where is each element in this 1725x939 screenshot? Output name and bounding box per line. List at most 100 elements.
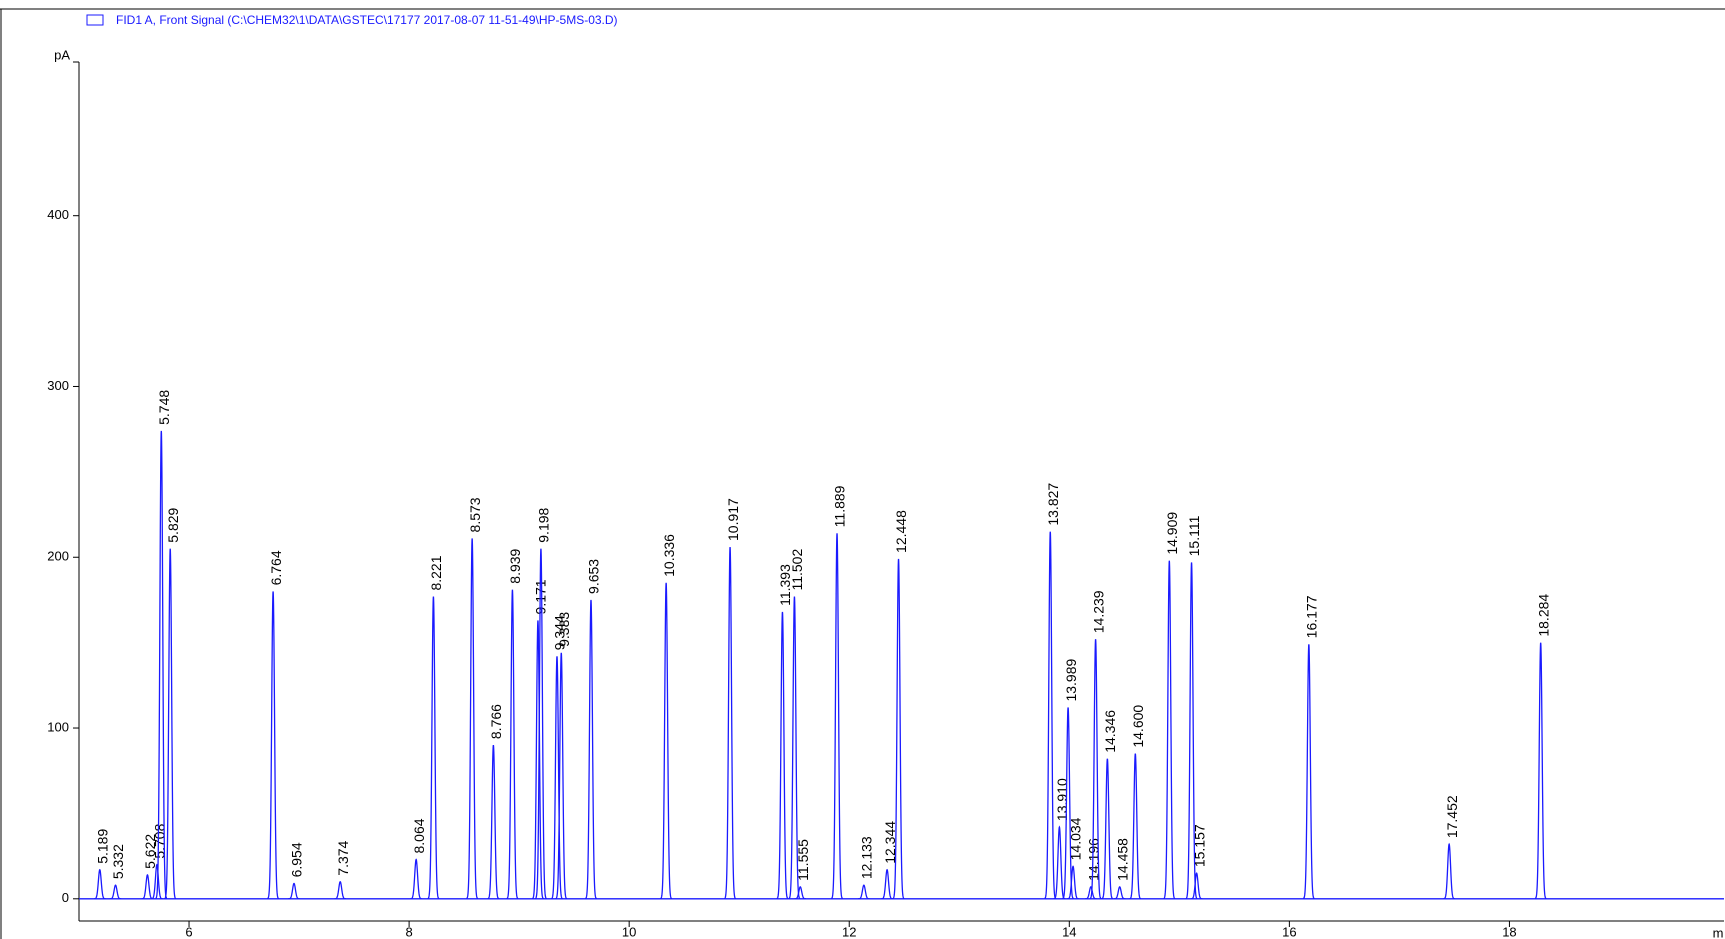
peak-label: 18.284	[1535, 594, 1551, 637]
peak-label: 12.344	[882, 821, 898, 864]
peak	[1302, 644, 1315, 900]
peak	[1053, 825, 1066, 900]
y-tick-label: 400	[47, 207, 69, 222]
x-tick-label: 16	[1282, 924, 1296, 939]
peak-label: 12.448	[893, 510, 909, 553]
peak-label: 5.829	[165, 507, 181, 542]
peak-label: 5.622	[142, 834, 158, 869]
x-tick-label: 14	[1062, 924, 1076, 939]
legend-text: FID1 A, Front Signal (C:\CHEM32\1\DATA\G…	[116, 13, 618, 27]
peak-label: 11.555	[795, 839, 811, 881]
peak-label: 9.383	[556, 612, 572, 647]
legend-swatch	[86, 14, 104, 26]
peak	[1085, 886, 1097, 900]
peak-label: 9.653	[586, 559, 602, 594]
peak	[788, 596, 801, 900]
peak	[427, 596, 440, 900]
peak-label: 13.910	[1054, 778, 1070, 821]
peak	[1044, 531, 1057, 900]
peak-label: 8.221	[428, 555, 444, 590]
x-tick-label: 10	[622, 924, 636, 939]
peak-label: 5.332	[110, 844, 126, 879]
peak-label: 13.827	[1045, 483, 1061, 526]
y-tick-label: 100	[47, 719, 69, 734]
peak-label: 9.198	[536, 507, 552, 542]
peak	[1190, 872, 1203, 900]
peak	[892, 558, 905, 900]
peak	[534, 548, 547, 900]
peak-label: 14.034	[1068, 817, 1084, 860]
peak	[155, 430, 168, 900]
peak	[1113, 886, 1126, 900]
peak	[1185, 562, 1198, 900]
peak	[1534, 642, 1547, 900]
peak	[288, 882, 300, 900]
peak	[858, 884, 870, 900]
peak-label: 16.177	[1304, 595, 1320, 638]
peak-label: 15.111	[1186, 515, 1202, 556]
peak-label: 10.917	[725, 498, 741, 541]
peak-label: 5.189	[94, 829, 110, 864]
peak	[1443, 842, 1455, 900]
peak	[1067, 865, 1079, 900]
peak-label: 8.573	[467, 497, 483, 532]
y-tick-label: 300	[47, 378, 69, 393]
peak-label: 12.133	[859, 836, 875, 879]
x-tick-label: 18	[1502, 924, 1516, 939]
peak-label: 5.708	[152, 823, 168, 858]
peak	[881, 868, 893, 900]
peak	[551, 656, 563, 900]
peak-label: 10.336	[661, 534, 677, 577]
peak	[164, 548, 177, 900]
peak-label: 6.954	[289, 842, 305, 877]
peak-label: 17.452	[1444, 795, 1460, 838]
x-axis-label: m	[1713, 925, 1724, 939]
peak-label: 6.764	[268, 550, 284, 585]
x-tick-label: 6	[185, 924, 192, 939]
peak	[334, 880, 346, 900]
peak-label: 11.889	[832, 485, 848, 527]
peak-label: 11.502	[789, 549, 805, 591]
peak	[1062, 707, 1074, 900]
peak-label: 9.344	[552, 615, 568, 650]
y-tick-label: 0	[62, 890, 69, 905]
peak-label: 14.909	[1164, 512, 1180, 555]
peak-label: 8.939	[507, 548, 523, 583]
peak	[1089, 639, 1102, 900]
peak	[410, 858, 422, 900]
peak	[585, 599, 597, 900]
peak-label: 14.239	[1090, 590, 1106, 633]
peak	[1163, 560, 1176, 900]
peak	[1129, 753, 1142, 900]
x-tick-label: 8	[405, 924, 412, 939]
peak	[776, 611, 789, 900]
peak	[831, 533, 843, 900]
peak	[151, 863, 163, 900]
peak	[532, 620, 544, 900]
peak	[267, 591, 280, 900]
peak	[487, 744, 500, 900]
peak-label: 5.748	[156, 390, 172, 425]
peak	[506, 589, 519, 900]
y-tick-label: 200	[47, 549, 69, 564]
peak-label: 15.157	[1191, 824, 1207, 867]
peak	[1101, 758, 1114, 900]
peak	[660, 582, 673, 900]
peak	[109, 884, 122, 900]
peak-label: 13.989	[1063, 658, 1079, 701]
peak-label: 8.064	[411, 818, 427, 853]
peak	[724, 546, 737, 900]
peak-label: 8.766	[488, 704, 504, 739]
y-axis-label: pA	[54, 47, 70, 62]
peak	[466, 538, 479, 900]
peak	[794, 886, 807, 900]
peak-label: 14.346	[1102, 710, 1118, 753]
peak-label: 11.393	[777, 564, 793, 606]
x-tick-label: 12	[842, 924, 856, 939]
peak-label: 14.600	[1130, 705, 1146, 748]
peak	[94, 868, 106, 900]
peak	[141, 874, 154, 900]
peak-label: 7.374	[335, 840, 351, 875]
